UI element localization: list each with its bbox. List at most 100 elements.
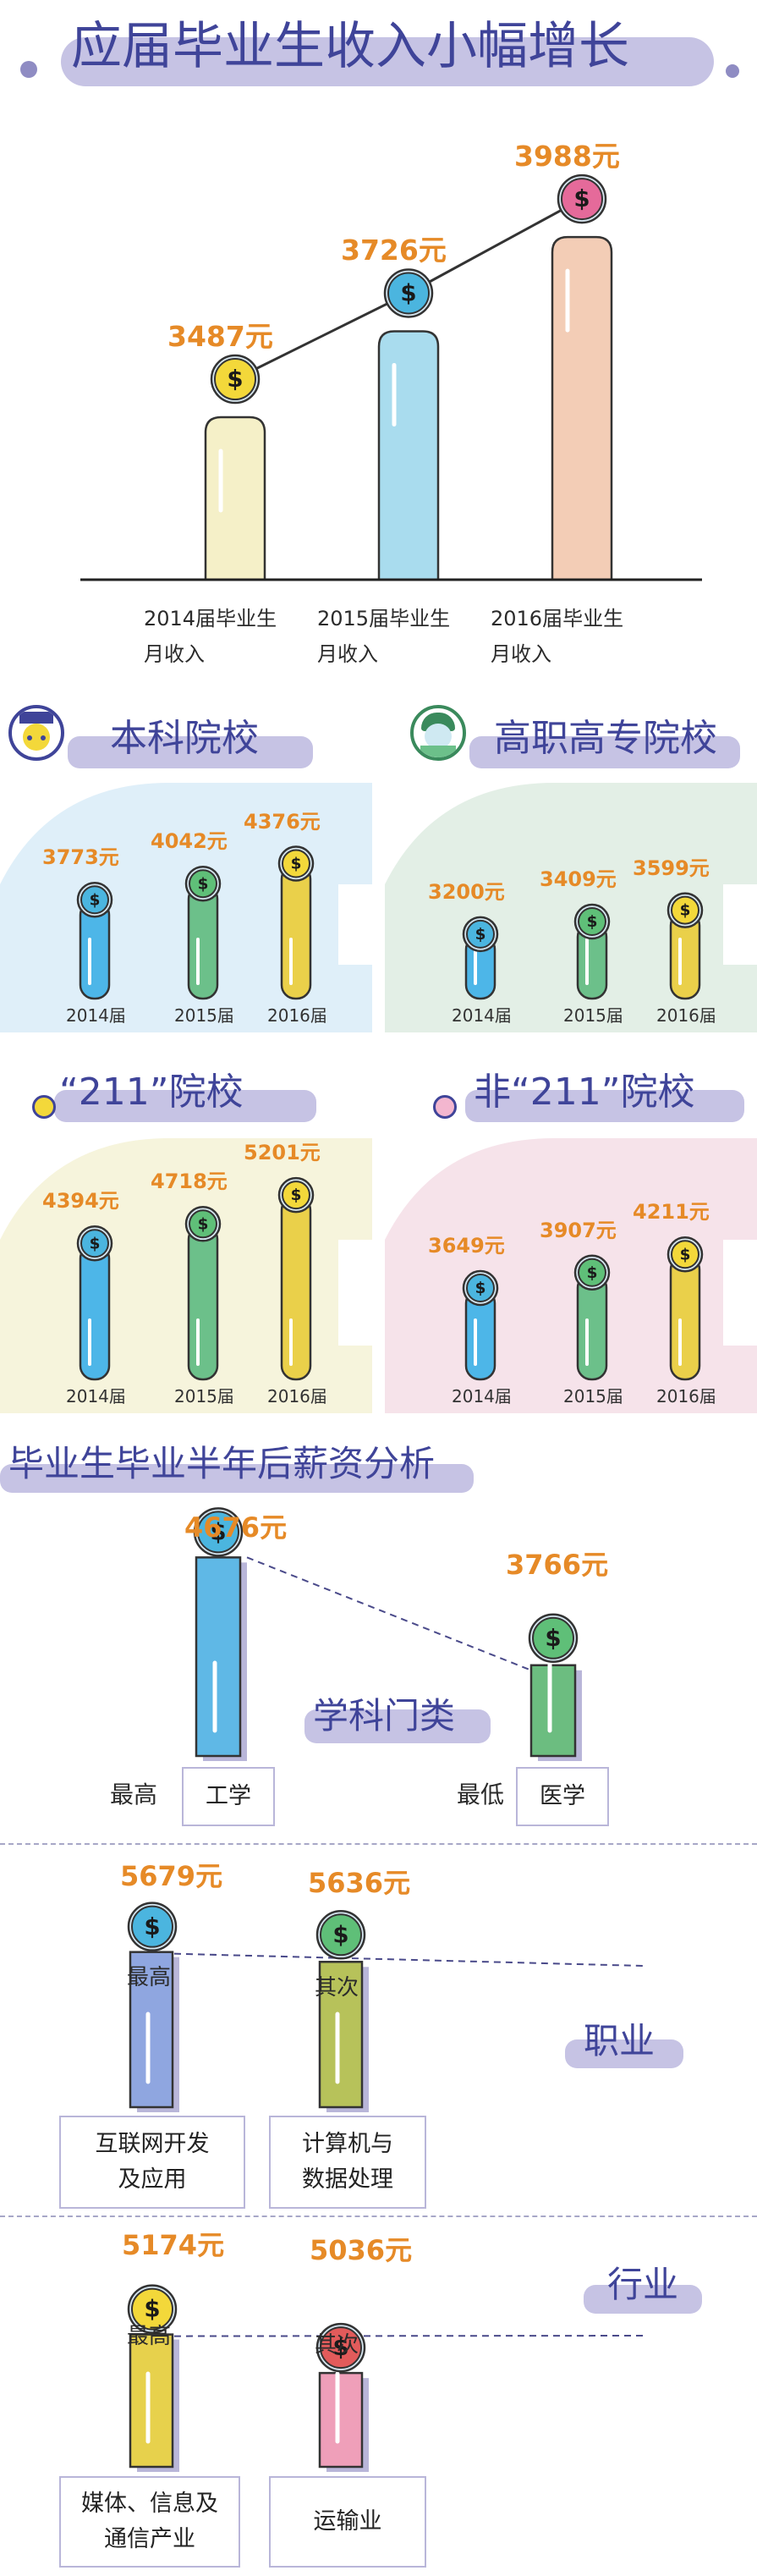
dollar-sign: $ [210,1517,226,1545]
bar-second [318,2371,364,2469]
value-label: 5036元 [310,2234,413,2266]
section-divider [0,1843,757,1845]
dollar-coin-icon [197,1511,239,1554]
value-label: 3487元 [167,320,273,354]
dollar-coin-icon [131,2287,173,2331]
dollar-coin-icon [387,272,430,315]
bar-first [129,1951,174,2109]
rank-label: 最低 [457,1781,505,1808]
category-box: 运输业 [269,2476,426,2568]
header-left-dot-icon [20,61,37,78]
bar-first [129,2333,174,2469]
category-name: 医学 [540,1783,585,1809]
year-label: 2016届 [267,1386,327,1406]
year-label: 2014届 [452,1005,512,1026]
panel-title-bg-1 [68,736,313,768]
dollar-coin-icon [578,907,606,937]
year-label: 2015届 [174,1005,234,1026]
year-label: 2014届 [66,1386,126,1406]
value-label: 3773元 [42,845,119,870]
category-name-line1: 互联网开发 [95,2131,210,2157]
analysis-title: 毕业生毕业半年后薪资分析 [8,1443,436,1484]
bar-high [195,1556,242,1758]
title-banner [61,37,714,86]
dollar-sign: $ [198,1215,209,1233]
value-label: 5679元 [120,1860,223,1892]
section-label-bg [304,1709,491,1743]
category-label: 2015届毕业生 [317,607,451,630]
category-label: 月收入 [144,642,205,666]
dollar-sign: $ [227,365,243,393]
year-label: 2014届 [66,1005,126,1026]
dollar-sign: $ [332,2333,348,2361]
dollar-coin-icon [80,885,109,915]
panel-title-2: 高职高专院校 [494,717,717,760]
section-label-bg [584,2285,702,2314]
analysis-title-bg [0,1464,474,1493]
category-name-line1: 运输业 [313,2508,382,2535]
dollar-coin-icon [671,1240,699,1269]
rank-label: 最高 [127,2324,172,2349]
dollar-sign: $ [680,902,691,920]
year-label: 2014届 [452,1386,512,1406]
value-label: 5636元 [308,1867,411,1899]
category-box: 计算机与 数据处理 [269,2116,426,2209]
dollar-coin-icon [131,1905,173,1948]
panel-title-bg-3 [54,1090,316,1122]
value-label: 3907元 [540,1218,617,1242]
section-label-occupation: 职业 [584,2020,656,2061]
value-label: 4211元 [633,1200,710,1225]
year-label: 2015届 [563,1386,623,1406]
pink-dot-icon [433,1095,457,1119]
trend-dash-line [246,1556,532,1671]
category-label: 2014届毕业生 [144,607,277,630]
value-label: 4376元 [244,809,321,834]
dollar-sign: $ [144,1913,160,1940]
rank-label: 其次 [315,1975,359,2001]
value-label: 4718元 [151,1170,228,1194]
dollar-sign: $ [475,926,486,944]
dollar-coin-icon [189,1209,217,1239]
dollar-coin-icon [561,178,603,221]
bar-low [529,1664,577,1758]
trend-dash-line [173,1952,644,1967]
dollar-coin-icon [671,895,699,925]
page-title: 应届毕业生收入小幅增长 [71,17,629,76]
header-right-dot-icon [726,64,739,78]
dollar-sign: $ [400,279,416,307]
dollar-sign: $ [573,184,590,212]
dollar-coin-icon [214,358,256,401]
dollar-sign: $ [475,1280,486,1297]
value-label: 3766元 [506,1549,609,1581]
dollar-sign: $ [291,856,302,873]
category-name-line1: 媒体、信息及 [81,2491,218,2517]
dollar-sign: $ [291,1186,302,1204]
category-name-line2: 数据处理 [302,2166,393,2193]
section-label-industry: 行业 [607,2264,679,2305]
dollar-sign: $ [680,1246,691,1263]
dollar-sign: $ [90,891,101,909]
dollar-coin-icon [282,1181,310,1210]
value-label: 3409元 [540,867,617,892]
dollar-coin-icon [320,2326,362,2370]
dollar-sign: $ [144,2295,160,2323]
dollar-sign: $ [90,1235,101,1252]
value-label: 4042元 [151,829,228,854]
category-label: 2016届毕业生 [491,607,624,630]
bar-second [318,1961,364,2109]
rank-label: 其次 [315,2332,359,2358]
dollar-coin-icon [578,1258,606,1287]
category-name: 工学 [206,1783,251,1809]
panel-title-3: “211”院校 [59,1071,244,1114]
panel-title-bg-2 [469,736,740,768]
dollar-sign: $ [587,913,598,931]
dollar-sign: $ [587,1264,598,1282]
dollar-coin-icon [189,869,217,899]
value-label: 3726元 [341,234,447,267]
value-label: 5174元 [122,2229,225,2261]
panel-title-bg-4 [465,1090,744,1122]
value-label: 5201元 [244,1141,321,1165]
year-label: 2016届 [267,1005,327,1026]
